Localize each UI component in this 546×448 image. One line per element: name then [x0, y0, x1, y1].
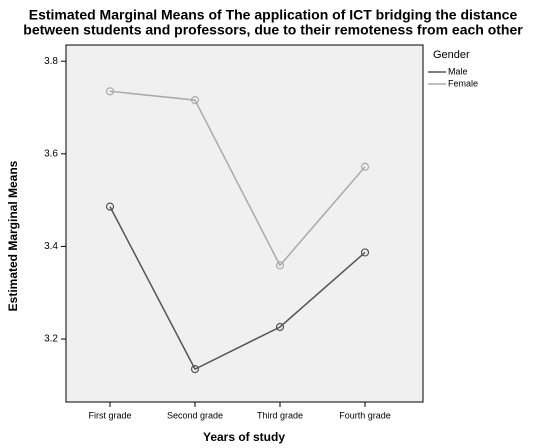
point-marker [360, 162, 370, 171]
point-marker [360, 248, 370, 257]
series-line [109, 90, 366, 267]
legend-label: Female [448, 78, 478, 88]
series-line [109, 206, 366, 371]
chart-title: Estimated Marginal Means of The applicat… [29, 7, 518, 23]
chart-title: between students and professors, due to … [23, 22, 523, 38]
y-axis-label: Estimated Marginal Means [6, 160, 20, 311]
x-axis-label: Years of study [203, 430, 285, 444]
y-tick-label: 3.8 [44, 56, 58, 67]
x-tick-label: First grade [88, 410, 131, 420]
point-marker [190, 365, 200, 374]
x-tick-label: Second grade [167, 410, 223, 420]
legend-title: Gender [433, 49, 470, 61]
legend-label: Male [448, 66, 468, 76]
y-tick-label: 3.6 [44, 148, 58, 159]
y-tick-label: 3.4 [44, 241, 58, 252]
plot-area [65, 44, 424, 403]
point-marker [190, 96, 200, 105]
point-marker [105, 202, 115, 211]
x-tick-label: Third grade [257, 410, 303, 420]
x-tick-label: Fourth grade [339, 410, 391, 420]
y-tick-label: 3.2 [44, 334, 58, 345]
point-marker [275, 261, 285, 270]
point-marker [275, 322, 285, 332]
point-marker [105, 87, 115, 96]
